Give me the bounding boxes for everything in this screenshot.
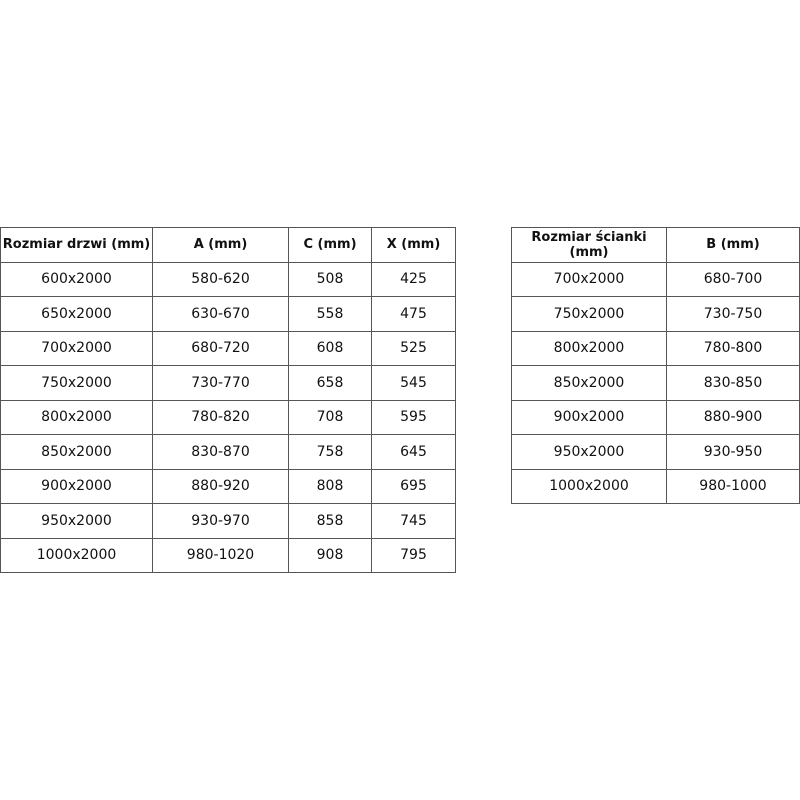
table-cell: 700x2000 [511, 261, 667, 297]
table-cell: 880-920 [152, 468, 289, 504]
wall-size-table: Rozmiar ścianki (mm) B (mm) 700x2000 680-7… [511, 227, 800, 504]
table-row: 950x2000 930-950 [511, 434, 800, 470]
table-row: 800x2000 780-820 708 595 [0, 399, 456, 435]
table-cell: 980-1020 [152, 537, 289, 573]
table-cell: 780-800 [666, 330, 800, 366]
table-cell: 525 [371, 330, 456, 366]
table-cell: 745 [371, 503, 456, 539]
column-header: A (mm) [152, 227, 289, 263]
table-cell: 630-670 [152, 296, 289, 332]
column-header: Rozmiar drzwi (mm) [0, 227, 153, 263]
column-header: C (mm) [288, 227, 372, 263]
table-cell: 750x2000 [0, 365, 153, 401]
table-cell: 858 [288, 503, 372, 539]
table-cell: 1000x2000 [511, 468, 667, 504]
table-cell: 795 [371, 537, 456, 573]
table-cell: 680-700 [666, 261, 800, 297]
table-cell: 1000x2000 [0, 537, 153, 573]
table-cell: 695 [371, 468, 456, 504]
table-cell: 950x2000 [511, 434, 667, 470]
table-row: 900x2000 880-900 [511, 399, 800, 435]
table-cell: 730-770 [152, 365, 289, 401]
table-row: 1000x2000 980-1000 [511, 468, 800, 504]
table-cell: 508 [288, 261, 372, 297]
table-cell: 658 [288, 365, 372, 401]
table-cell: 850x2000 [511, 365, 667, 401]
table-header-row: Rozmiar ścianki (mm) B (mm) [511, 227, 800, 263]
table-cell: 808 [288, 468, 372, 504]
table-cell: 930-950 [666, 434, 800, 470]
table-cell: 600x2000 [0, 261, 153, 297]
table-cell: 558 [288, 296, 372, 332]
table-row: 750x2000 730-770 658 545 [0, 365, 456, 401]
table-cell: 980-1000 [666, 468, 800, 504]
table-row: 800x2000 780-800 [511, 330, 800, 366]
table-row: 850x2000 830-850 [511, 365, 800, 401]
table-row: 650x2000 630-670 558 475 [0, 296, 456, 332]
table-row: 600x2000 580-620 508 425 [0, 261, 456, 297]
table-cell: 700x2000 [0, 330, 153, 366]
column-header: X (mm) [371, 227, 456, 263]
table-cell: 730-750 [666, 296, 800, 332]
table-row: 950x2000 930-970 858 745 [0, 503, 456, 539]
table-cell: 425 [371, 261, 456, 297]
column-header: Rozmiar ścianki (mm) [511, 227, 667, 263]
table-header-row: Rozmiar drzwi (mm) A (mm) C (mm) X (mm) [0, 227, 456, 263]
table-row: 850x2000 830-870 758 645 [0, 434, 456, 470]
table-cell: 800x2000 [511, 330, 667, 366]
table-cell: 830-870 [152, 434, 289, 470]
table-cell: 595 [371, 399, 456, 435]
table-cell: 830-850 [666, 365, 800, 401]
table-cell: 950x2000 [0, 503, 153, 539]
table-cell: 580-620 [152, 261, 289, 297]
table-cell: 545 [371, 365, 456, 401]
table-cell: 908 [288, 537, 372, 573]
door-size-table: Rozmiar drzwi (mm) A (mm) C (mm) X (mm) 600… [0, 227, 456, 573]
table-cell: 880-900 [666, 399, 800, 435]
table-cell: 650x2000 [0, 296, 153, 332]
table-cell: 930-970 [152, 503, 289, 539]
table-row: 750x2000 730-750 [511, 296, 800, 332]
table-row: 900x2000 880-920 808 695 [0, 468, 456, 504]
table-cell: 758 [288, 434, 372, 470]
table-cell: 475 [371, 296, 456, 332]
table-cell: 750x2000 [511, 296, 667, 332]
table-cell: 608 [288, 330, 372, 366]
table-cell: 800x2000 [0, 399, 153, 435]
table-cell: 900x2000 [511, 399, 667, 435]
column-header: B (mm) [666, 227, 800, 263]
table-cell: 708 [288, 399, 372, 435]
table-cell: 780-820 [152, 399, 289, 435]
table-row: 700x2000 680-720 608 525 [0, 330, 456, 366]
table-row: 1000x2000 980-1020 908 795 [0, 537, 456, 573]
table-cell: 850x2000 [0, 434, 153, 470]
table-cell: 900x2000 [0, 468, 153, 504]
table-row: 700x2000 680-700 [511, 261, 800, 297]
table-cell: 680-720 [152, 330, 289, 366]
table-cell: 645 [371, 434, 456, 470]
